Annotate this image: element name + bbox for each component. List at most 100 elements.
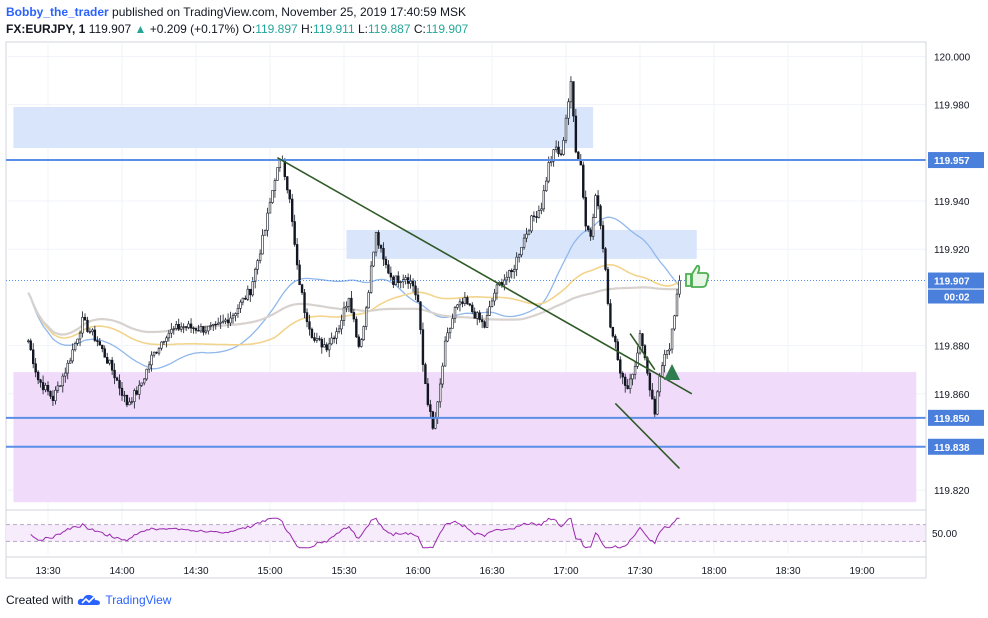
candle-body [83,316,87,321]
candle-body [549,160,553,163]
candle-body [46,384,50,392]
candle-body [660,365,664,377]
candle-body [468,303,471,306]
candle-body [214,323,217,326]
price-axis[interactable]: 50.00 120.000 119.980 119.940 119.920 119.880… [925,42,984,554]
candle-body [537,210,541,218]
candle-body [258,253,262,261]
candle-body [209,324,212,327]
candle-body [320,339,323,348]
candle-body [589,229,592,237]
candle-body [389,272,393,278]
countdown-badge [928,289,984,304]
candle-body [236,308,240,314]
candle-body [614,335,617,343]
candle-body [152,351,156,356]
candle-body [286,176,289,191]
candle-body [554,146,558,151]
candle-body [290,198,294,222]
candle-body [547,162,550,182]
candle-body [357,336,360,347]
candle-body [51,395,55,401]
candle-body [508,270,511,278]
price-tick-label: 119.980 [934,101,970,112]
candle-body [535,216,538,218]
candle-body [226,319,230,324]
candle-body [157,347,161,354]
candle-body [29,340,32,351]
price-chart[interactable]: 50.00 120.000 119.980 119.940 119.920 119.880… [0,0,988,590]
candle-body [123,394,126,397]
candle-body [61,375,65,387]
time-axis[interactable]: 13:30 14:00 14:30 15:00 15:30 16:00 16:30 17:00… [6,556,926,577]
candle-body [192,327,195,330]
candle-body [234,313,237,316]
candle-body [569,81,573,103]
candle-body [510,270,513,273]
author-name[interactable]: Bobby_the_trader [6,5,109,19]
candle-body [601,225,605,249]
candle-body [434,417,437,429]
candle-body [429,404,432,412]
candle-body [643,345,647,359]
candle-body [278,159,282,168]
candle-body [656,391,659,415]
price-tick-label: 119.880 [934,342,970,353]
time-tick-label: 13:30 [35,566,60,577]
candle-body [73,342,77,351]
close-value: 119.907 [425,22,469,36]
candle-body [330,337,333,345]
candle-body [653,398,657,415]
time-tick-label: 18:30 [775,566,800,577]
rsi-line [30,517,680,549]
time-tick-label: 16:30 [479,566,504,577]
high-value: 119.911 [313,22,355,36]
candle-body [207,325,210,332]
candle-body [658,376,661,393]
candle-body [256,260,259,270]
symbol-legend: FX:EURJPY, 1 119.907 ▲ +0.209 (+0.17%) O… [6,22,468,36]
candle-body [167,332,171,339]
candle-body [636,352,639,367]
zone-demand [13,372,917,503]
price-tick-label: 119.920 [934,245,970,256]
candle-body [512,269,516,273]
tradingview-brand[interactable]: TradingView [105,593,172,607]
candle-body [150,354,153,366]
candle-body [384,258,388,266]
thumbs-up-icon [685,264,710,288]
time-tick-label: 19:00 [849,566,874,577]
candle-body [552,149,555,162]
candle-body [224,319,227,322]
candle-body [451,318,454,329]
time-tick-label: 15:00 [257,566,282,577]
created-with-text: Created with [6,593,74,607]
candle-body [254,268,257,282]
symbol-name[interactable]: FX:EURJPY, 1 [6,22,86,36]
candle-body [64,372,67,377]
candle-body [128,401,131,406]
up-arrow-icon [664,364,680,380]
horizontal-levels[interactable] [6,159,926,448]
candle-body [251,281,254,296]
candle-body [189,323,193,329]
candle-body [318,338,321,340]
candle-body [631,373,634,380]
candle-body [59,385,62,387]
candle-body [387,264,390,274]
candle-body [419,301,422,330]
candle-body [165,337,168,342]
candle-body [194,328,198,331]
candle-body [557,146,560,155]
time-tick-label: 15:30 [331,566,356,577]
candle-body [633,366,637,375]
candle-body [515,256,518,270]
candle-body [147,364,151,370]
trend-lines[interactable] [277,156,693,470]
candle-body [572,81,575,117]
open-label: O: [242,22,256,36]
candle-body [133,390,136,402]
candle-body [520,246,523,256]
candle-body [239,301,242,309]
low-label: L: [358,22,369,36]
